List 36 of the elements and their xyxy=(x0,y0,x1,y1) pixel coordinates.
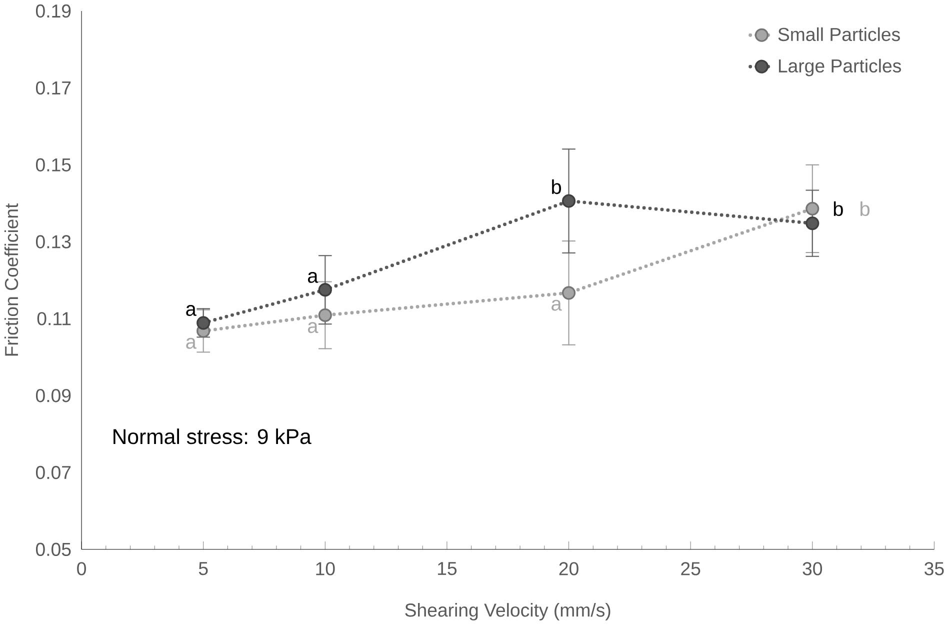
legend-label: Large Particles xyxy=(778,58,901,76)
annotation: b xyxy=(834,201,843,216)
y-tick-label: 0.19 xyxy=(36,4,71,18)
y-tick-label: 0.11 xyxy=(37,312,71,326)
point xyxy=(562,286,576,300)
x-tick-label: 5 xyxy=(198,562,208,576)
annotation: a xyxy=(308,272,318,283)
annotation: a xyxy=(552,300,562,311)
y-axis-title: Friction Coefficient xyxy=(4,203,18,356)
x-tick-label: 30 xyxy=(802,562,822,576)
x-tick-label: 0 xyxy=(77,562,86,576)
point xyxy=(318,283,332,297)
y-tick-label: 0.17 xyxy=(36,81,71,95)
annotation: a xyxy=(186,305,196,316)
y-tick-label: 0.13 xyxy=(36,235,71,248)
point xyxy=(196,316,210,330)
x-tick-label: 15 xyxy=(438,562,457,576)
x-tick-label: 20 xyxy=(559,562,578,576)
point xyxy=(806,216,820,230)
x-tick-label: 25 xyxy=(681,562,700,576)
x-tick-label: 35 xyxy=(924,562,944,576)
point xyxy=(562,194,576,208)
legend-label: Small Particles xyxy=(778,27,900,42)
y-tick-label: 0.05 xyxy=(36,542,71,556)
x-tick-label: 10 xyxy=(316,562,335,576)
y-tick-label: 0.15 xyxy=(36,158,71,172)
annotation: a xyxy=(308,322,318,334)
point xyxy=(806,202,820,216)
point xyxy=(318,308,332,322)
annotation: b xyxy=(552,179,562,194)
annotation: b xyxy=(860,201,870,216)
x-axis-title: Shearing Velocity (mm/s) xyxy=(405,603,610,620)
y-tick-label: 0.09 xyxy=(36,389,71,402)
annotation: Normal stress: 9 kPa xyxy=(114,428,312,444)
y-tick-label: 0.07 xyxy=(36,466,71,480)
annotation: a xyxy=(186,338,196,349)
